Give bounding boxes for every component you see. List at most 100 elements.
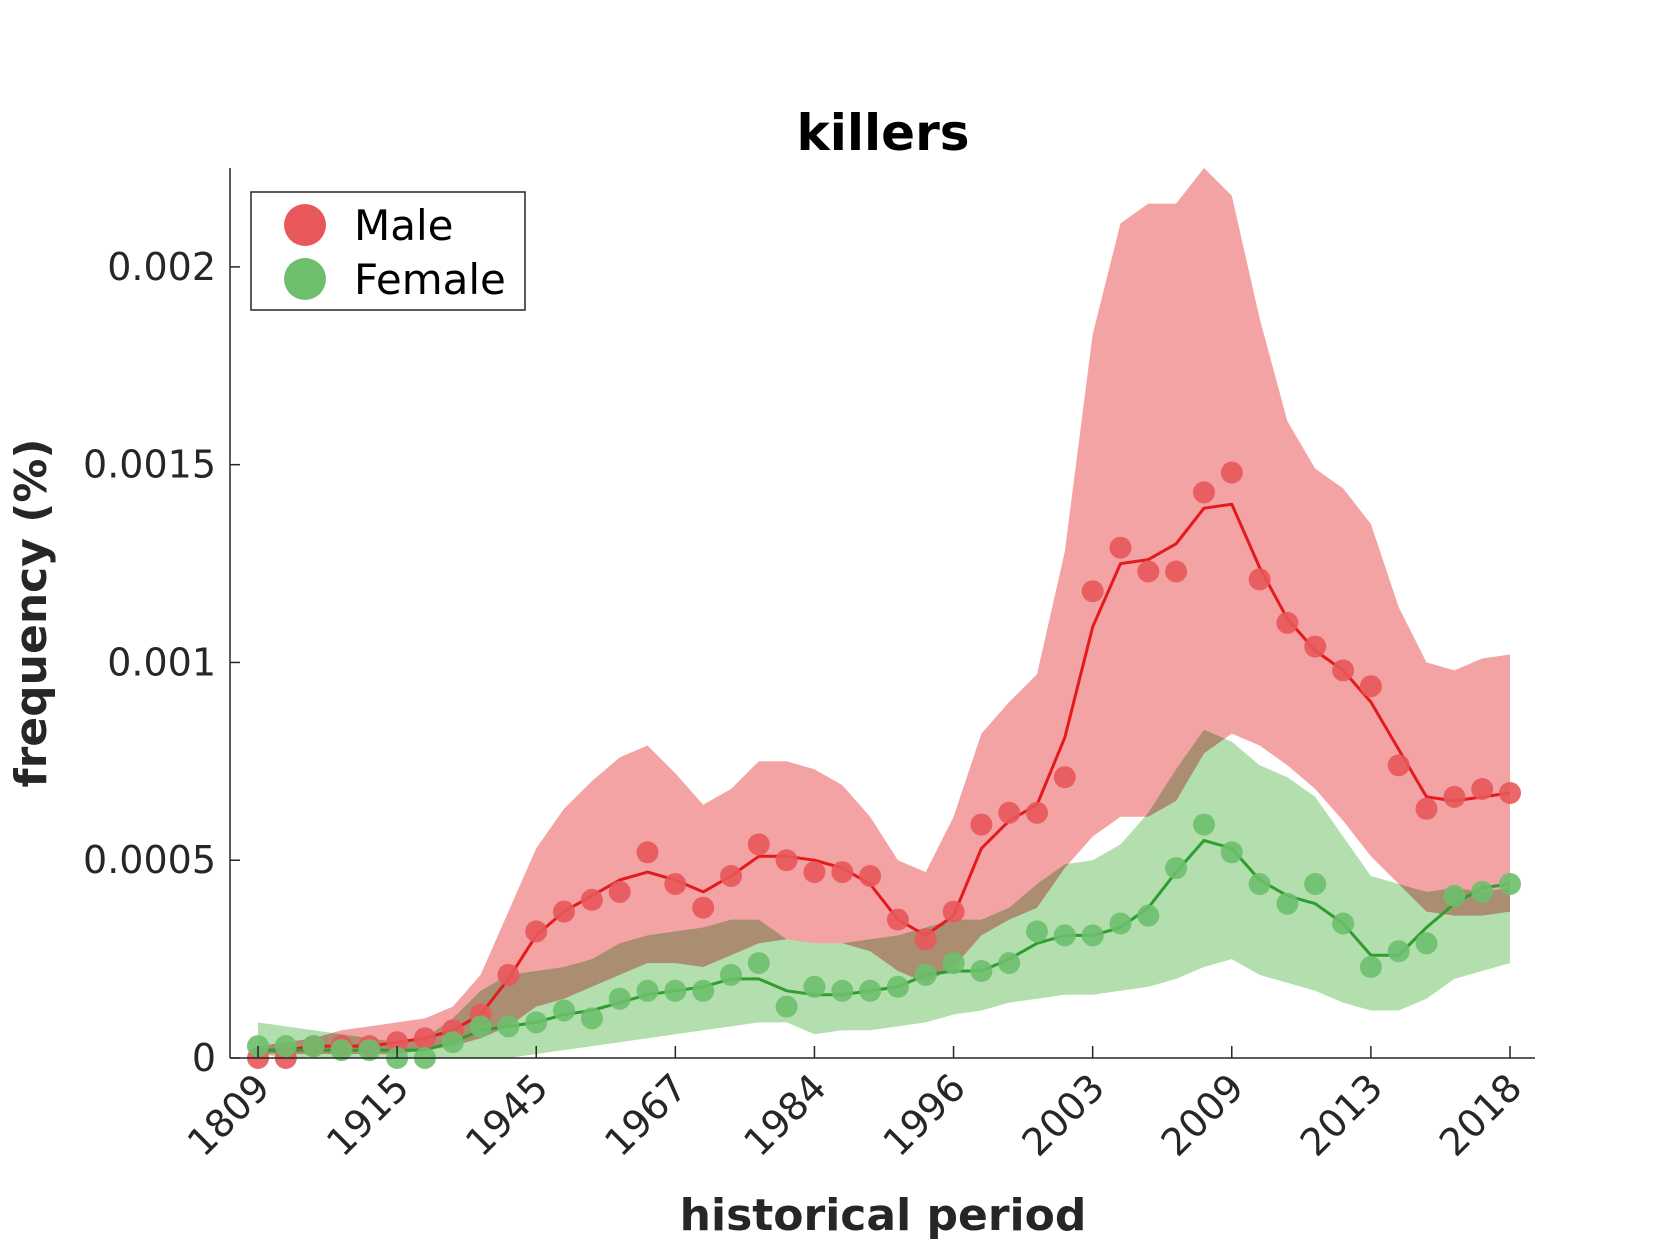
- female-trend-line: [258, 838, 1511, 1052]
- male-point: [1220, 461, 1243, 484]
- male-point: [859, 865, 882, 887]
- male-point: [1193, 481, 1215, 504]
- male-point: [525, 920, 548, 943]
- female-point: [970, 960, 993, 982]
- female-point: [553, 999, 575, 1022]
- female-point: [274, 1035, 297, 1058]
- female-point: [1471, 880, 1494, 903]
- female-point: [803, 975, 826, 998]
- female-point: [1137, 904, 1160, 927]
- female-point: [441, 1031, 464, 1054]
- female-point: [497, 1015, 520, 1038]
- female-point: [859, 979, 882, 1002]
- axes: [229, 168, 1535, 1059]
- female-point: [886, 975, 909, 998]
- male-point: [720, 865, 742, 887]
- legend-label-female: Female: [354, 255, 506, 304]
- female-point: [525, 1011, 548, 1034]
- female-point: [580, 1007, 603, 1030]
- male-point: [1276, 611, 1299, 634]
- x-axis-label: historical period: [680, 1190, 1087, 1241]
- male-point: [886, 908, 909, 931]
- male-point: [1443, 785, 1466, 808]
- male-trend-line: [258, 502, 1511, 1052]
- y-ticks: 0 0.0005 0.001 0.0015 0.002: [83, 245, 240, 1080]
- male-point: [692, 896, 715, 919]
- chart-title: killers: [797, 104, 970, 162]
- y-tick-label: 0.0005: [83, 838, 216, 882]
- female-point: [636, 979, 659, 1002]
- female-point: [775, 995, 798, 1018]
- male-point: [1387, 754, 1410, 777]
- x-tick-label: 2009: [1153, 1065, 1253, 1165]
- female-point: [1332, 912, 1355, 935]
- female-point: [747, 952, 770, 975]
- y-tick-label: 0.001: [107, 640, 216, 684]
- female-point: [1499, 873, 1521, 895]
- y-axis-label: frequency (%): [6, 438, 57, 787]
- female-point: [302, 1035, 325, 1058]
- female-point: [1387, 940, 1410, 963]
- male-point: [553, 900, 575, 923]
- female-point: [1248, 873, 1271, 895]
- female-point: [1081, 924, 1104, 947]
- male-point: [1471, 778, 1494, 800]
- male-point: [803, 861, 826, 884]
- male-point: [747, 833, 770, 856]
- male-point: [831, 861, 854, 884]
- male-point: [1415, 797, 1438, 820]
- female-point: [1276, 892, 1299, 915]
- female-point: [942, 952, 965, 975]
- female-point: [1026, 920, 1048, 943]
- legend-label-male: Male: [354, 201, 453, 250]
- female-point: [720, 963, 742, 986]
- female-point: [1053, 924, 1076, 947]
- x-tick-label: 1945: [457, 1065, 557, 1165]
- female-point: [1443, 884, 1466, 907]
- female-point: [1220, 841, 1243, 864]
- male-band: [258, 168, 1510, 1054]
- male-point: [1109, 536, 1132, 559]
- male-point: [1332, 659, 1355, 682]
- y-tick-label: 0: [192, 1036, 216, 1080]
- female-point: [1304, 873, 1327, 895]
- male-point: [1053, 766, 1076, 789]
- male-point: [497, 963, 520, 986]
- male-point: [386, 1031, 409, 1054]
- female-band: [258, 729, 1510, 1058]
- x-tick-label: 2013: [1292, 1065, 1392, 1165]
- x-tick-label: 2018: [1431, 1065, 1531, 1165]
- legend-swatch-male: [284, 204, 326, 246]
- female-point: [664, 979, 687, 1002]
- male-point: [998, 801, 1021, 824]
- male-point: [1359, 675, 1382, 698]
- confidence-bands: [258, 168, 1510, 1058]
- data-points: [247, 461, 1521, 1069]
- male-point: [1165, 560, 1188, 583]
- female-point: [330, 1039, 353, 1062]
- female-point: [608, 987, 631, 1010]
- male-point: [664, 873, 687, 895]
- y-tick-label: 0.002: [107, 245, 216, 289]
- x-tick-label: 1809: [179, 1065, 279, 1165]
- x-tick-label: 1984: [735, 1065, 835, 1165]
- male-point: [1026, 801, 1048, 824]
- female-point: [831, 979, 854, 1002]
- male-point: [942, 900, 965, 923]
- x-ticks: 1809 1915 1945 1967 1984 1996 2003 2009 2013 2018: [179, 1046, 1531, 1165]
- male-point: [608, 880, 631, 903]
- male-point: [1248, 568, 1271, 591]
- female-point: [692, 979, 715, 1002]
- male-point: [1304, 635, 1327, 658]
- y-tick-label: 0.0015: [83, 443, 216, 487]
- female-point: [914, 963, 937, 986]
- female-point: [1165, 857, 1188, 880]
- male-point: [970, 813, 993, 836]
- female-point: [1359, 956, 1382, 978]
- male-point: [1137, 560, 1160, 583]
- female-point: [358, 1039, 381, 1062]
- legend-swatch-female: [284, 258, 326, 300]
- male-point: [580, 888, 603, 911]
- male-point: [1499, 782, 1521, 804]
